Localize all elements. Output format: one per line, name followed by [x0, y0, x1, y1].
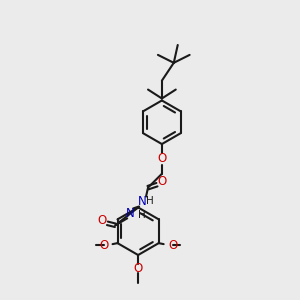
Text: N: N [138, 195, 146, 208]
Text: H: H [138, 210, 146, 220]
Text: N: N [126, 207, 135, 220]
Text: O: O [157, 175, 167, 188]
Text: O: O [168, 238, 177, 252]
Text: H: H [146, 196, 154, 206]
Text: O: O [134, 262, 143, 275]
Text: O: O [157, 152, 167, 165]
Text: O: O [98, 214, 107, 227]
Text: O: O [99, 238, 108, 252]
